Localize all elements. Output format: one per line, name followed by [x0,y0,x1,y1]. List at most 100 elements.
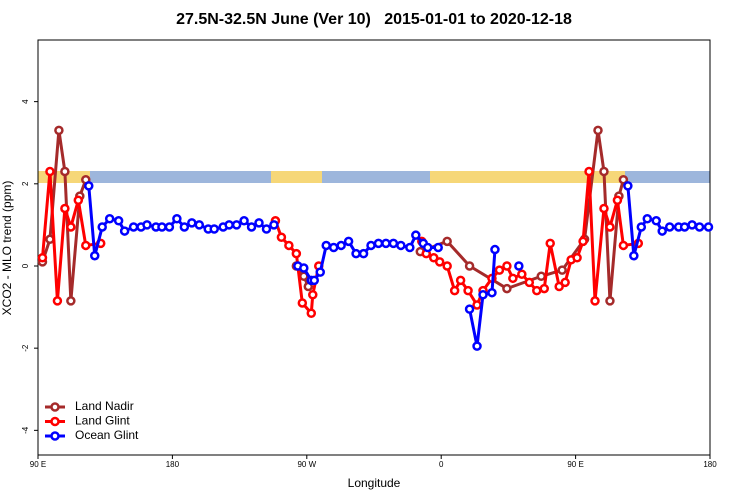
data-point [60,166,70,177]
data-point [172,213,182,224]
data-point [297,298,308,308]
data-point [209,224,219,234]
data-point [605,296,615,306]
x-tick-label: 180 [166,460,180,469]
data-point [60,203,70,214]
data-point [463,285,473,296]
data-point [119,226,130,236]
data-point [572,253,582,263]
data-point [358,248,369,259]
data-point [532,285,542,296]
data-point [157,222,167,232]
data-point [224,220,234,230]
data-point [66,222,76,232]
y-axis-label: XCO2 - MLO trend (ppm) [0,181,14,316]
data-point [381,238,391,249]
data-point [388,238,399,249]
data-point [618,174,629,185]
data-point [299,263,309,273]
legend-marker [50,402,60,412]
x-tick-label: 0 [439,460,444,469]
y-tick-label: 2 [21,181,30,186]
data-point [54,125,64,136]
data-point [142,220,152,230]
y-tick-label: 4 [21,99,30,104]
data-point [502,283,512,294]
y-tick-label: -4 [21,426,30,434]
data-point [472,341,482,351]
data-point [366,240,376,251]
data-point [539,283,549,294]
data-point [309,275,320,286]
plot-frame [37,39,711,456]
data-point [584,166,594,177]
data-point [442,236,452,247]
data-point [73,195,84,205]
data-point [490,244,500,255]
data-point [254,218,264,228]
data-point [593,125,603,136]
data-point [45,166,55,177]
legend-label: Ocean Glint [75,428,139,442]
data-point [554,281,564,292]
data-point [89,250,100,261]
data-point [411,230,421,240]
data-point [308,290,318,300]
data-point [291,248,302,259]
data-point [97,222,107,232]
data-point [269,220,279,230]
data-point [128,222,139,232]
data-point [104,213,115,224]
data-point [629,250,639,261]
data-point [494,265,505,275]
data-point [231,220,242,230]
data-point [472,300,482,310]
chart-title: 27.5N-32.5N June (Ver 10) 2015-01-01 to … [176,11,572,28]
data-point [623,181,633,191]
series-line [41,128,625,303]
data-point [423,242,433,253]
data-point [164,222,175,232]
data-point [703,222,714,232]
data-point [560,277,570,288]
data-point [351,248,361,259]
data-point [657,226,667,236]
data-point [37,253,48,263]
data-point [590,296,600,306]
data-point [508,273,518,284]
map-strip [38,171,710,183]
data-point [514,261,524,271]
data-point [636,222,647,232]
data-point [599,203,609,214]
data-point [84,181,94,191]
data-point [478,290,488,300]
data-point [557,265,567,275]
data-point [52,296,63,306]
data-point [328,242,339,253]
data-point [276,232,287,242]
y-tick-label: 0 [21,263,30,268]
data-point [81,240,91,251]
data-point [578,236,588,247]
y-tick-label: -2 [21,344,30,352]
x-tick-label: 90 E [30,460,46,469]
data-point [315,267,325,277]
data-point [605,222,615,232]
data-point [405,242,415,253]
data-point [651,216,661,226]
x-tick-label: 90 W [297,460,316,469]
data-point [642,213,653,224]
data-point [487,287,497,298]
data-point [336,240,346,251]
x-tick-label: 90 E [567,460,583,469]
data-point [261,224,272,234]
x-tick-label: 180 [703,460,717,469]
data-point [618,240,629,251]
data-point [66,296,76,306]
data-point [434,257,445,267]
data-point [373,238,384,249]
data-point [517,269,527,279]
data-point [194,220,205,230]
x-axis-label: Longitude [348,476,401,490]
data-point [442,261,452,271]
